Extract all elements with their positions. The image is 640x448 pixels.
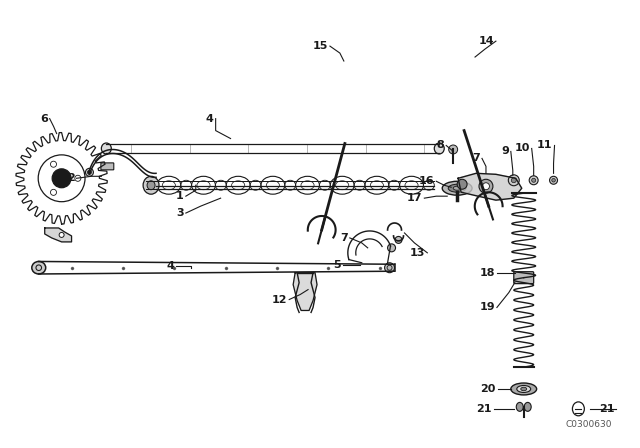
FancyBboxPatch shape <box>514 271 534 284</box>
FancyBboxPatch shape <box>101 163 114 170</box>
Text: 4: 4 <box>166 261 174 271</box>
Ellipse shape <box>143 177 159 194</box>
Text: 12: 12 <box>272 294 287 305</box>
Text: 14: 14 <box>478 36 494 46</box>
Circle shape <box>508 175 519 186</box>
Circle shape <box>75 175 81 181</box>
Text: 4: 4 <box>206 114 214 124</box>
Circle shape <box>388 244 396 252</box>
Ellipse shape <box>511 383 537 395</box>
Ellipse shape <box>101 143 111 154</box>
Ellipse shape <box>453 186 461 190</box>
Text: 7: 7 <box>472 153 480 164</box>
Circle shape <box>395 237 402 243</box>
Text: 20: 20 <box>481 384 496 394</box>
Circle shape <box>59 233 64 237</box>
Circle shape <box>86 168 93 177</box>
Text: 2: 2 <box>67 173 74 183</box>
Circle shape <box>457 179 467 189</box>
Text: 7: 7 <box>340 233 348 243</box>
Circle shape <box>532 178 536 182</box>
Text: 15: 15 <box>312 41 328 51</box>
Ellipse shape <box>448 184 466 192</box>
Circle shape <box>449 145 458 154</box>
Circle shape <box>88 170 92 174</box>
Text: 5: 5 <box>333 260 341 270</box>
Ellipse shape <box>516 385 531 392</box>
Circle shape <box>51 161 56 167</box>
Polygon shape <box>458 173 522 200</box>
Circle shape <box>52 169 71 188</box>
Ellipse shape <box>442 181 472 195</box>
Text: 9: 9 <box>501 146 509 156</box>
Text: C0300630: C0300630 <box>565 420 612 429</box>
Circle shape <box>550 177 557 184</box>
Ellipse shape <box>524 402 531 411</box>
Text: 17: 17 <box>407 193 422 203</box>
Text: 6: 6 <box>40 114 48 124</box>
Ellipse shape <box>32 262 45 274</box>
Ellipse shape <box>147 181 155 190</box>
Circle shape <box>483 183 490 190</box>
Circle shape <box>51 190 56 195</box>
Ellipse shape <box>516 402 524 411</box>
Circle shape <box>529 176 538 185</box>
Polygon shape <box>293 273 317 310</box>
Text: 3: 3 <box>176 208 184 218</box>
Ellipse shape <box>435 143 444 154</box>
Text: 21: 21 <box>476 404 492 414</box>
Polygon shape <box>45 228 72 242</box>
Text: 10: 10 <box>515 143 530 154</box>
Circle shape <box>552 178 556 182</box>
Text: 13: 13 <box>410 248 426 258</box>
Ellipse shape <box>521 387 527 391</box>
Text: 16: 16 <box>419 176 435 186</box>
Circle shape <box>385 263 394 273</box>
Circle shape <box>479 179 493 193</box>
Text: 8: 8 <box>436 141 444 151</box>
Text: 1: 1 <box>176 191 184 201</box>
Text: 18: 18 <box>479 268 495 278</box>
Text: 19: 19 <box>479 302 495 312</box>
Text: 11: 11 <box>537 141 552 151</box>
Circle shape <box>511 178 516 183</box>
Text: 21: 21 <box>598 404 614 414</box>
